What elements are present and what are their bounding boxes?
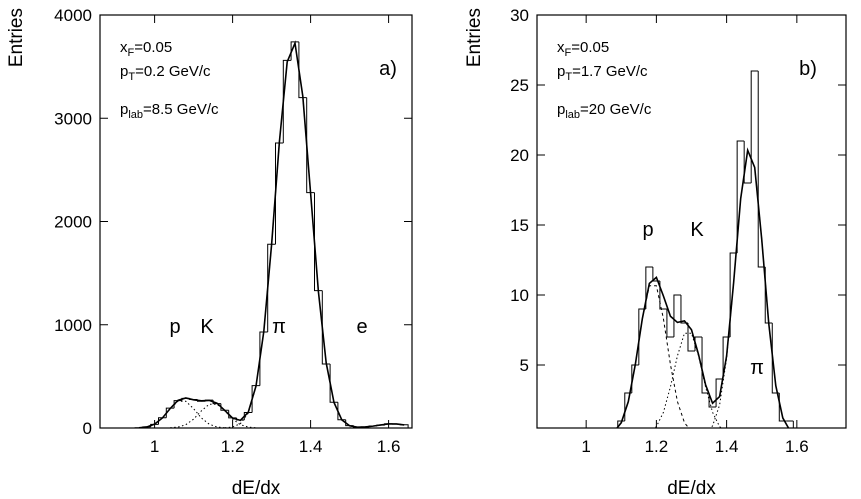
annotation-sub: lab bbox=[128, 109, 143, 121]
peak-label: p bbox=[169, 316, 180, 338]
y-tick-label: 30 bbox=[510, 6, 529, 25]
histogram-bin bbox=[736, 140, 745, 253]
annotation-sub: T bbox=[565, 71, 572, 83]
annotation-main: x bbox=[120, 39, 128, 56]
histogram-bin bbox=[298, 41, 307, 99]
y-tick-label: 5 bbox=[520, 356, 529, 375]
annotation-main: p bbox=[557, 63, 565, 80]
plot-area bbox=[134, 40, 409, 428]
annotation-main: x bbox=[557, 39, 565, 56]
y-tick-label: 25 bbox=[510, 76, 529, 95]
histogram-bin bbox=[329, 363, 338, 403]
peak-label: e bbox=[356, 316, 367, 338]
annotation-sub: F bbox=[565, 47, 572, 59]
annotation: plab=20 GeV/c bbox=[557, 101, 652, 121]
fit-curve bbox=[224, 41, 366, 428]
annotation-main: p bbox=[557, 101, 565, 118]
x-tick-label: 1.2 bbox=[221, 437, 245, 456]
annotation-sub: lab bbox=[565, 109, 580, 121]
histogram-bin bbox=[267, 243, 276, 332]
x-axis-label: dE/dx bbox=[667, 478, 716, 499]
histogram-bin bbox=[321, 290, 331, 365]
frame bbox=[536, 14, 847, 429]
annotation-sub: T bbox=[128, 71, 135, 83]
y-tick-label: 4000 bbox=[54, 6, 92, 25]
histogram-bin bbox=[673, 294, 681, 337]
histogram-bin bbox=[687, 323, 696, 352]
fit-curve bbox=[616, 147, 790, 428]
histogram-bin bbox=[757, 71, 766, 268]
histogram-bin bbox=[259, 331, 268, 386]
histogram-bin bbox=[645, 266, 653, 309]
x-tick-label: 1 bbox=[581, 437, 590, 456]
histogram-bin bbox=[158, 417, 167, 425]
histogram-bin bbox=[666, 309, 674, 338]
annotation-main: p bbox=[120, 63, 128, 80]
histogram-bin bbox=[243, 412, 253, 421]
x-tick-label: 1 bbox=[150, 437, 159, 456]
x-tick-label: 1.6 bbox=[785, 437, 809, 456]
annotation-tail: =0.05 bbox=[571, 39, 609, 56]
histogram-bin bbox=[282, 59, 292, 144]
annotation-tail: =20 GeV/c bbox=[580, 101, 652, 118]
y-tick-label: 10 bbox=[510, 286, 529, 305]
histogram-bin bbox=[659, 281, 667, 310]
histogram-bin bbox=[750, 70, 759, 183]
panel-label: b) bbox=[799, 58, 817, 80]
x-tick-label: 1.4 bbox=[299, 437, 323, 456]
frame bbox=[99, 14, 413, 429]
histogram-bin bbox=[306, 97, 315, 194]
peak-label: p bbox=[642, 219, 653, 241]
fit-curve bbox=[616, 285, 690, 428]
histogram-bin bbox=[715, 378, 724, 407]
annotation: pT=1.7 GeV/c bbox=[557, 63, 648, 83]
histogram-bin bbox=[708, 393, 717, 408]
peak-label: K bbox=[690, 219, 704, 241]
histogram-bin bbox=[743, 141, 752, 184]
y-tick-label: 0 bbox=[83, 419, 92, 438]
histogram-bin bbox=[694, 336, 703, 351]
histogram-bin bbox=[275, 142, 284, 245]
y-tick-label: 3000 bbox=[54, 109, 92, 128]
histogram-bin bbox=[314, 192, 323, 292]
y-tick-label: 1000 bbox=[54, 316, 92, 335]
peak-label: π bbox=[750, 357, 764, 379]
x-axis-label: dE/dx bbox=[232, 478, 281, 499]
plot-area bbox=[616, 70, 801, 428]
annotation-tail: =1.7 GeV/c bbox=[572, 63, 648, 80]
histogram-bin bbox=[729, 252, 738, 337]
histogram-bin bbox=[701, 337, 710, 394]
y-tick-label: 2000 bbox=[54, 213, 92, 232]
annotation-sub: F bbox=[128, 47, 135, 59]
peak-label: K bbox=[200, 316, 214, 338]
annotation: plab=8.5 GeV/c bbox=[120, 101, 219, 121]
histogram-bin bbox=[251, 385, 260, 413]
fit-curve bbox=[709, 148, 790, 428]
annotation: pT=0.2 GeV/c bbox=[120, 63, 211, 83]
x-tick-label: 1.6 bbox=[377, 437, 401, 456]
x-tick-label: 1.4 bbox=[715, 437, 739, 456]
annotation-tail: =8.5 GeV/c bbox=[143, 101, 219, 118]
panel-label: a) bbox=[379, 58, 397, 80]
y-axis-label: Entries bbox=[464, 8, 485, 67]
annotation-main: p bbox=[120, 101, 128, 118]
fit-curve bbox=[170, 403, 257, 428]
x-tick-label: 1.2 bbox=[645, 437, 669, 456]
annotation: xF=0.05 bbox=[120, 39, 172, 59]
fit-curve bbox=[138, 400, 225, 428]
annotation-tail: =0.05 bbox=[134, 39, 172, 56]
y-tick-label: 20 bbox=[510, 146, 529, 165]
y-tick-label: 15 bbox=[510, 216, 529, 235]
histogram-bin bbox=[337, 402, 346, 421]
annotation-tail: =0.2 GeV/c bbox=[135, 63, 211, 80]
annotation: xF=0.05 bbox=[557, 39, 609, 59]
histogram-bin bbox=[680, 295, 688, 324]
peak-label: π bbox=[272, 316, 286, 338]
y-axis-label: Entries bbox=[6, 8, 27, 67]
